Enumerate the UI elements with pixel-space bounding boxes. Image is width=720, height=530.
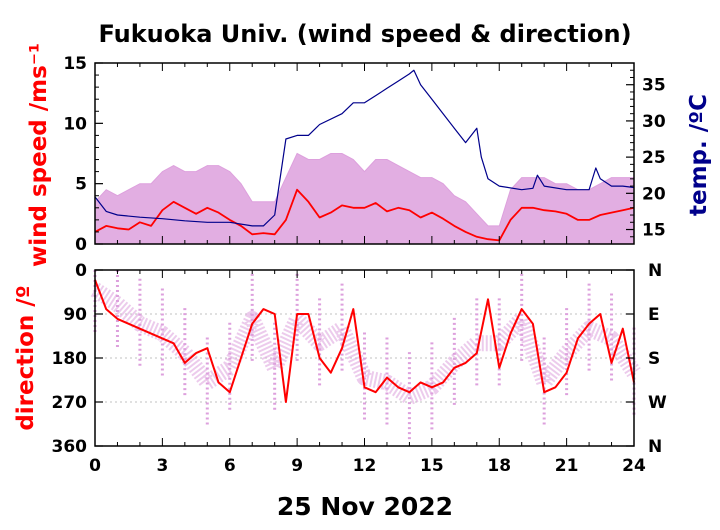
direction-tick-label: 90	[63, 305, 87, 325]
temperature-tick-label: 20	[642, 184, 666, 204]
temperature-series	[94, 69, 635, 227]
wind-speed-instant-area	[94, 152, 635, 245]
x-axis-date-label: 25 Nov 2022	[277, 492, 453, 521]
temperature-tick-label: 15	[642, 221, 666, 241]
wind-speed-tick-label: 5	[75, 175, 87, 195]
temperature-tick-label: 35	[642, 76, 666, 96]
wind-speed-tick-label: 0	[75, 235, 87, 255]
direction-tick-labels: 0 90 180 270 360 N E S W N 0 3 6 9 12 15 18 21 24	[52, 261, 668, 476]
wind-speed-axis-label: wind speed /ms⁻¹	[26, 43, 52, 267]
wind-speed-tick-label: 10	[63, 114, 87, 134]
direction-tick-label: 360	[52, 437, 88, 457]
direction-panel: 0 90 180 270 360 N E S W N 0 3 6 9 12 15 18 21 24	[52, 261, 668, 476]
temperature-axis-label: temp. /ºC	[686, 94, 712, 216]
direction-tick-label: 0	[75, 261, 87, 281]
time-tick-label: 6	[224, 456, 236, 476]
wind-speed-mean-series	[94, 188, 635, 242]
wind-speed-instant-series	[94, 152, 635, 245]
direction-tick-label: 180	[52, 349, 88, 369]
temperature-tick-label: 25	[642, 148, 666, 168]
compass-tick-label: E	[648, 305, 660, 325]
time-tick-label: 9	[291, 456, 303, 476]
time-tick-label: 24	[622, 456, 646, 476]
wind-speed-mean-line	[94, 188, 635, 242]
direction-mean-series	[94, 279, 635, 403]
wind-speed-tick-labels: 15 10 5 0 35 30 25 20 15	[63, 54, 666, 255]
direction-mean-line	[94, 279, 635, 403]
time-tick-label: 12	[353, 456, 377, 476]
compass-tick-label: N	[648, 261, 662, 281]
temperature-tick-label: 30	[642, 112, 666, 132]
time-tick-label: 18	[487, 456, 511, 476]
compass-tick-label: S	[648, 349, 660, 369]
wind-speed-panel: 15 10 5 0 35 30 25 20 15	[63, 54, 666, 255]
time-tick-label: 21	[555, 456, 579, 476]
time-tick-label: 15	[420, 456, 444, 476]
chart-title: Fukuoka Univ. (wind speed & direction)	[98, 20, 631, 48]
direction-instant-band	[90, 282, 641, 406]
wind-speed-tick-label: 15	[63, 54, 87, 74]
wind-speed-ticks	[94, 62, 635, 245]
direction-axis-label: direction /º	[13, 285, 39, 430]
time-tick-label: 0	[89, 456, 101, 476]
direction-ticks	[94, 269, 635, 447]
compass-tick-label: N	[648, 437, 662, 457]
time-tick-label: 3	[156, 456, 168, 476]
temperature-line	[94, 69, 635, 227]
direction-instant-series	[90, 270, 641, 443]
compass-tick-label: W	[648, 393, 667, 413]
direction-tick-label: 270	[52, 393, 88, 413]
